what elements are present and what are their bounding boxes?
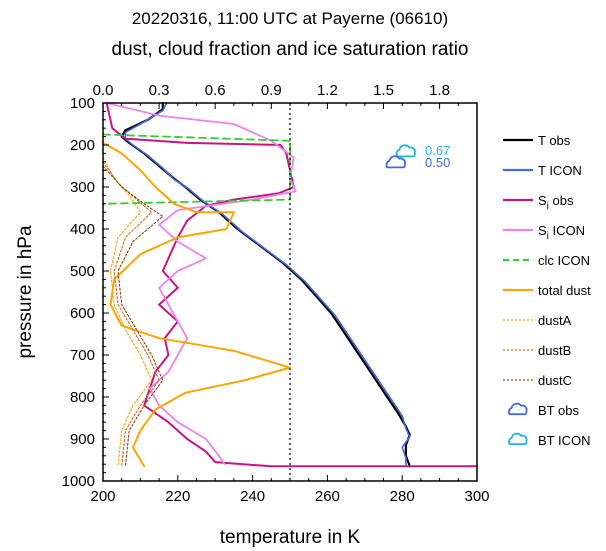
legend-label: dustA [538,313,572,328]
legend-label: T ICON [538,163,582,178]
legend: T obs T ICON Si obs Si ICON clc ICON total du… [503,133,591,448]
top-tick-label: 0.3 [149,82,170,99]
bt-indicator: 0.670.50 [385,143,450,170]
y-tick-label: 500 [70,263,95,280]
legend-label: dustC [538,373,572,388]
x-tick-label: 300 [464,488,489,505]
bt-icon-cloud-icon [395,144,416,158]
y-tick-label: 900 [70,431,95,448]
series-layer [102,101,478,481]
top-tick-label: 1.5 [373,82,394,99]
legend-bt-obs-cloud-icon [508,402,528,416]
top-tick-label: 0.9 [261,82,282,99]
bt-obs-value: 0.50 [425,155,450,170]
legend-label: BT ICON [538,433,591,448]
x-axis-label: temperature in K [220,527,361,548]
legend-label: clc ICON [538,253,590,268]
y-tick-label: 200 [70,137,95,154]
x-tick-label: 200 [90,488,115,505]
legend-label: Si ICON [538,223,585,242]
y-tick-label: 700 [70,347,95,364]
y-tick-label: 300 [70,179,95,196]
x-tick-label: 280 [390,488,415,505]
top-tick-label: 1.2 [317,82,338,99]
series-line-dustc [102,165,164,467]
y-tick-label: 400 [70,221,95,238]
x-tick-label: 260 [315,488,340,505]
legend-label: dustB [538,343,571,358]
y-axis-label: pressure in hPa [15,225,36,359]
y-tick-label: 600 [70,305,95,322]
series-line-dustb [102,161,160,467]
legend-label: total dust [538,283,591,298]
legend-label: BT obs [538,403,579,418]
chart-title: 20220316, 11:00 UTC at Payerne (06610) [132,9,448,28]
legend-label: T obs [538,133,571,148]
y-tick-label: 800 [70,389,95,406]
bt-icon-value: 0.67 [425,143,450,158]
top-tick-label: 0.0 [93,82,114,99]
top-tick-label: 1.8 [429,82,450,99]
series-line-clc-icon [102,133,291,205]
series-line-total-dust [102,141,291,468]
y-tick-label: 1000 [62,473,95,490]
legend-bt-icon-cloud-icon [508,432,528,446]
top-tick-label: 0.6 [205,82,226,99]
legend-label: Si obs [538,193,574,212]
series-line-si-icon [105,102,297,466]
x-tick-label: 220 [165,488,190,505]
bt-obs-cloud-icon [385,155,406,169]
series-line-dusta [102,157,153,467]
y-tick-label: 100 [70,95,95,112]
chart-subtitle: dust, cloud fraction and ice saturation … [112,39,469,60]
axes-layer: 200 220 240 260 280 300 100 200 300 400 500 600 700 8… [62,82,490,505]
x-tick-label: 240 [240,488,265,505]
series-line-t-icon [124,102,411,466]
